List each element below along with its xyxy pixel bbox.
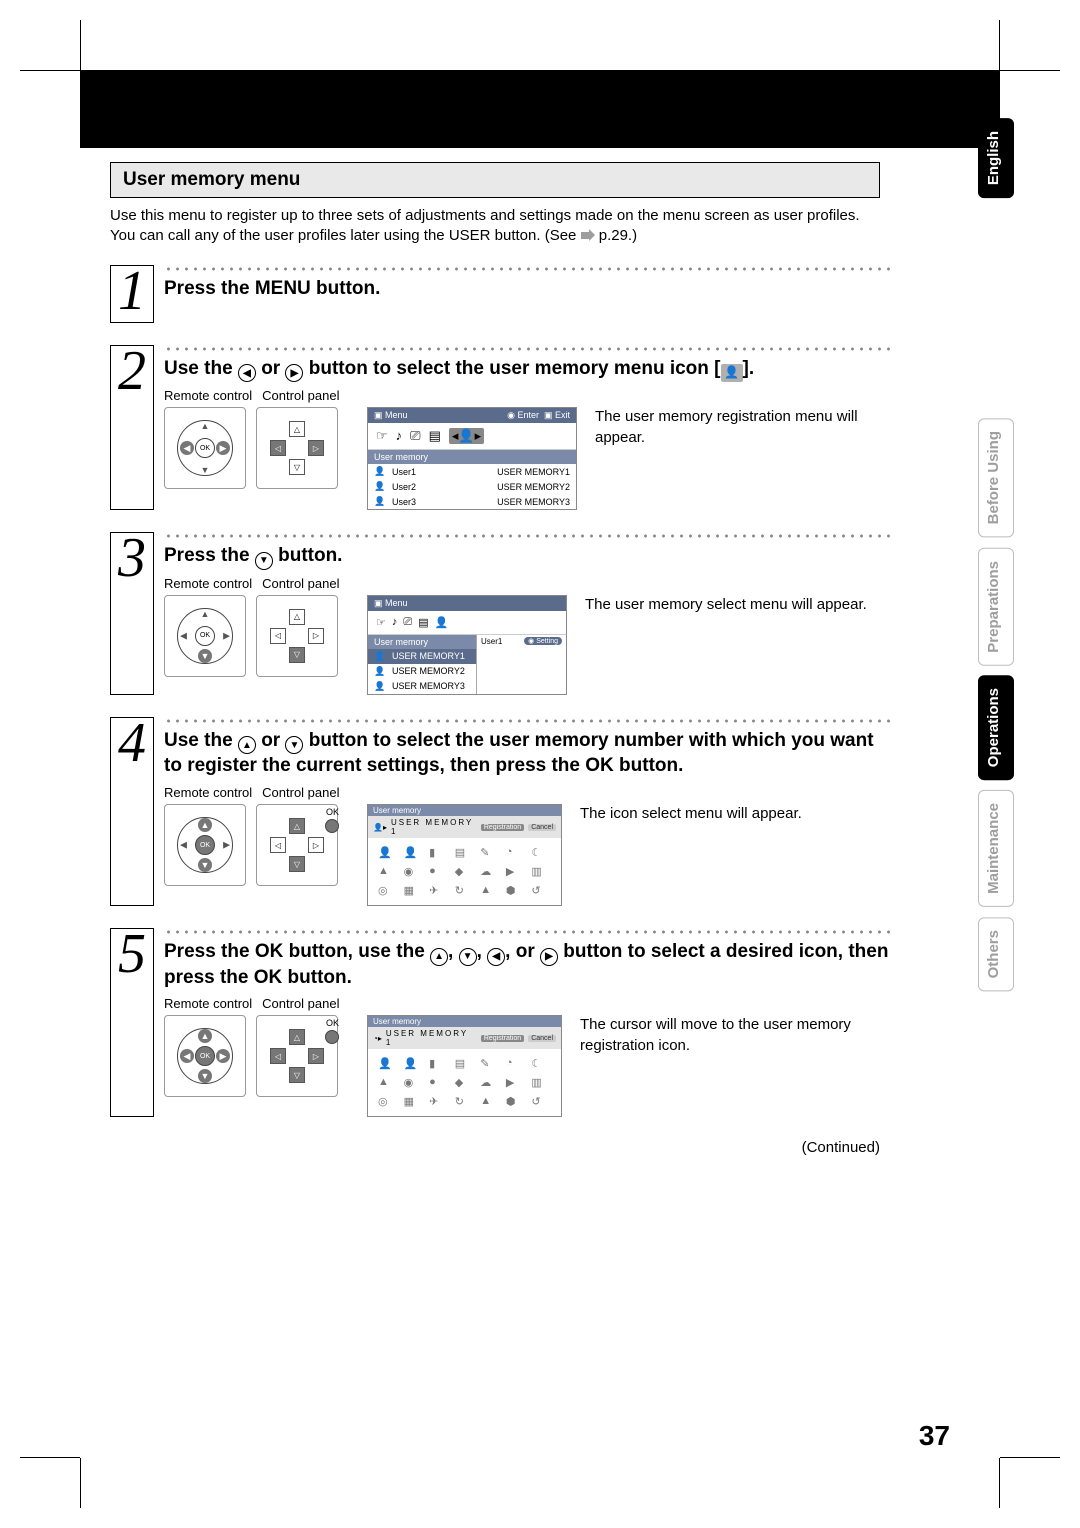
step-1: 1 Press the MENU button. (110, 265, 890, 323)
step-3: 3 Press the ▼ button. Remote control Con… (110, 532, 890, 695)
control-panel-label: Control panel (262, 388, 339, 403)
step-4: 4 Use the ▲ or ▼ button to select the us… (110, 717, 890, 906)
osd-user-memory-menu: ▣ Menu ◉ Enter ▣ Exit ☞♪⎚▤◂👤▸ User memor… (367, 407, 577, 510)
remote-control-label: Remote control (164, 576, 252, 591)
step-title: Use the ◀ or ▶ button to select the user… (164, 357, 890, 383)
osd-select-menu: ▣ Menu ☞♪⎚▤👤 User memory 👤USER MEMORY1 👤… (367, 595, 567, 695)
step-note: The icon select menu will appear. (580, 804, 890, 824)
user-memory-icon: 👤 (721, 364, 743, 382)
remote-dpad: OK ▲▼ ◀▶ (164, 1015, 246, 1097)
continued-label: (Continued) (110, 1139, 890, 1156)
remote-dpad: OK ▲ ▼ ◀▶ (164, 595, 246, 677)
control-panel-label: Control panel (262, 576, 339, 591)
step-title: Press the ▼ button. (164, 544, 890, 570)
right-arrow-icon: ▶ (540, 948, 558, 966)
step-5: 5 Press the OK button, use the ▲, ▼, ◀, … (110, 928, 890, 1117)
left-highlight-icon: ◀ (180, 441, 194, 455)
step-number: 2 (110, 345, 154, 511)
remote-control-label: Remote control (164, 785, 252, 800)
step-note: The user memory select menu will appear. (585, 595, 890, 615)
up-arrow-icon: ▲ (430, 948, 448, 966)
down-arrow-icon: ▼ (255, 552, 273, 570)
down-arrow-icon: ▼ (285, 736, 303, 754)
dotted-rule (164, 532, 890, 540)
step-2: 2 Use the ◀ or ▶ button to select the us… (110, 345, 890, 511)
step-number: 1 (110, 265, 154, 323)
right-highlight-icon: ▶ (216, 441, 230, 455)
down-highlight-icon: ▼ (198, 649, 212, 663)
step-title: Press the MENU button. (164, 277, 890, 302)
step-title: Use the ▲ or ▼ button to select the user… (164, 729, 890, 779)
left-arrow-icon: ◀ (238, 364, 256, 382)
left-arrow-icon: ◀ (487, 948, 505, 966)
control-panel-dpad: △▽ ◁▷ (256, 407, 338, 489)
step-title: Press the OK button, use the ▲, ▼, ◀, or… (164, 940, 890, 990)
control-panel-label: Control panel (262, 785, 339, 800)
control-panel-dpad: △▽ ◁▷ (256, 595, 338, 677)
control-panel-dpad: △▽ ◁▷ OK (256, 804, 338, 886)
ok-button: OK (195, 438, 215, 458)
ok-button-highlight: OK (195, 1046, 215, 1066)
step-number: 5 (110, 928, 154, 1117)
right-arrow-icon: ▶ (285, 364, 303, 382)
intro-text: Use this menu to register up to three se… (110, 207, 860, 244)
section-title: User memory menu (110, 162, 880, 198)
intro-ref: p.29.) (599, 227, 637, 244)
page-ref-arrow-icon (581, 230, 595, 241)
osd-icon-select: User memory 👤▸ USER MEMORY 1 Registratio… (367, 804, 562, 906)
section-intro: Use this menu to register up to three se… (110, 206, 880, 247)
page-number: 37 (919, 1420, 950, 1452)
ok-button: OK (195, 626, 215, 646)
remote-dpad: OK ▲▼ ◀ ▶ (164, 407, 246, 489)
ok-button-highlight: OK (195, 835, 215, 855)
control-panel-dpad: △▽ ◁▷ OK (256, 1015, 338, 1097)
dotted-rule (164, 265, 890, 273)
dotted-rule (164, 928, 890, 936)
dotted-rule (164, 345, 890, 353)
remote-control-label: Remote control (164, 388, 252, 403)
step-note: The user memory registration menu will a… (595, 407, 890, 448)
dotted-rule (164, 717, 890, 725)
step-number: 4 (110, 717, 154, 906)
remote-dpad: OK ▲▼ ◀▶ (164, 804, 246, 886)
step-number: 3 (110, 532, 154, 695)
osd-icon-select: User memory ◔▸ USER MEMORY 1 Registratio… (367, 1015, 562, 1117)
up-arrow-icon: ▲ (238, 736, 256, 754)
header-black-band (80, 70, 1000, 148)
down-arrow-icon: ▼ (459, 948, 477, 966)
remote-control-label: Remote control (164, 996, 252, 1011)
control-panel-label: Control panel (262, 996, 339, 1011)
step-note: The cursor will move to the user memory … (580, 1015, 890, 1056)
